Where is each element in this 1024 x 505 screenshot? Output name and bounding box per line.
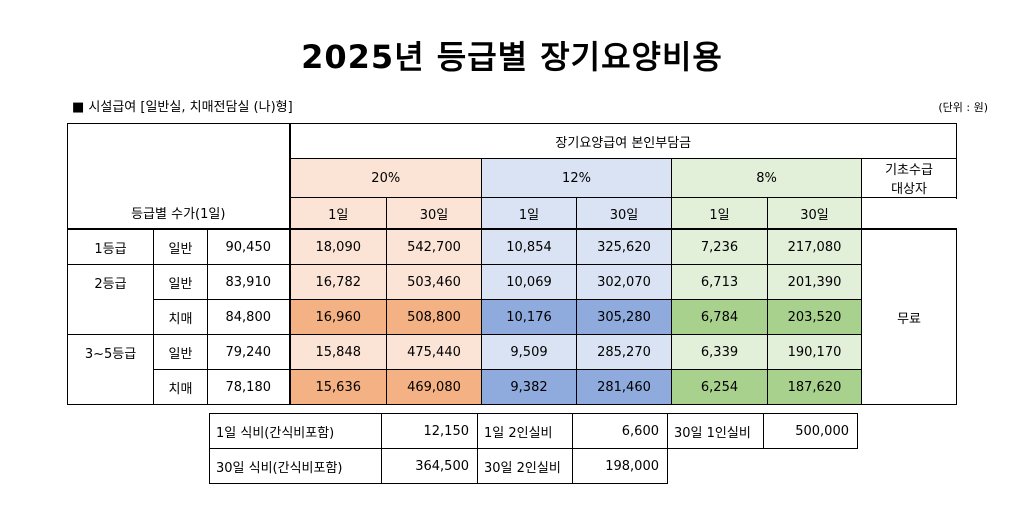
copay-20-30day: 475,440 (386, 334, 482, 370)
copay-8-1day: 6,784 (671, 299, 768, 335)
copay-8-1day: 6,713 (671, 264, 768, 300)
copay-20-30day: 508,800 (386, 299, 482, 335)
day30-header: 30일 (386, 197, 482, 230)
fee-cell: 83,910 (207, 264, 290, 300)
copay-8-30day: 201,390 (767, 264, 862, 300)
basic-recipient-header: 기초수급 대상자 (860, 158, 958, 198)
room2-1day-label: 1일 2인실비 (477, 413, 573, 449)
page-title: 2025년 등급별 장기요양비용 (301, 38, 723, 76)
copay-20-1day: 16,782 (288, 264, 387, 300)
day30-header: 30일 (767, 197, 862, 230)
copay-20-1day: 15,636 (288, 369, 387, 405)
copay-20-1day: 16,960 (288, 299, 387, 335)
meal-1day-label: 1일 식비(간식비포함) (209, 413, 382, 449)
type-cell: 일반 (153, 228, 208, 265)
rate-12-header: 12% (481, 158, 672, 198)
copay-20-30day: 542,700 (386, 228, 482, 265)
type-cell: 치매 (153, 299, 208, 335)
section-subtitle: ■ 시설급여 [일반실, 치매전담실 (나)형] (72, 100, 293, 115)
empty-cell (764, 449, 858, 484)
fee-cell: 78,180 (207, 369, 290, 405)
type-cell: 일반 (153, 264, 208, 300)
fee-cell: 84,800 (207, 299, 290, 335)
free-cell: 무료 (860, 228, 958, 405)
empty-cell (668, 449, 764, 484)
fee-cell: 90,450 (207, 228, 290, 265)
copay-20-30day: 503,460 (386, 264, 482, 300)
copay-8-30day: 217,080 (767, 228, 862, 265)
meal-30day-value: 364,500 (381, 448, 478, 484)
copay-12-30day: 302,070 (576, 264, 672, 300)
copay-12-1day: 9,382 (481, 369, 577, 405)
grade-cell: 2등급 (67, 264, 154, 300)
room2-30day-label: 30일 2인실비 (477, 448, 573, 484)
copay-8-30day: 187,620 (767, 369, 862, 405)
day1-header: 1일 (671, 197, 768, 230)
extra-costs-table: 1일 식비(간식비포함) 12,150 1일 2인실비 6,600 30일 1인… (209, 413, 858, 484)
grade-cell (67, 369, 154, 405)
copay-12-1day: 9,509 (481, 334, 577, 370)
room2-30day-value: 198,000 (572, 448, 668, 484)
copay-12-1day: 10,069 (481, 264, 577, 300)
copay-12-30day: 285,270 (576, 334, 672, 370)
copay-group-header: 장기요양급여 본인부담금 (288, 123, 958, 159)
room2-1day-value: 6,600 (572, 413, 668, 449)
copay-20-1day: 18,090 (288, 228, 387, 265)
type-cell: 치매 (153, 369, 208, 405)
grade-cell: 3~5등급 (67, 334, 154, 370)
room1-30day-value: 500,000 (763, 413, 858, 449)
copay-12-30day: 325,620 (576, 228, 672, 265)
cost-table: 장기요양급여 본인부담금 20% 12% 8% 기초수급 대상자 등급별 수가(… (67, 123, 958, 405)
meal-1day-value: 12,150 (381, 413, 478, 449)
day1-header: 1일 (288, 197, 387, 230)
room1-30day-label: 30일 1인실비 (667, 413, 764, 449)
meal-30day-label: 30일 식비(간식비포함) (209, 448, 382, 484)
copay-8-30day: 203,520 (767, 299, 862, 335)
grade-cell: 1등급 (67, 228, 154, 265)
copay-12-30day: 281,460 (576, 369, 672, 405)
unit-note: (단위 : 원) (938, 101, 988, 114)
fee-cell: 79,240 (207, 334, 290, 370)
copay-8-1day: 7,236 (671, 228, 768, 265)
copay-20-30day: 469,080 (386, 369, 482, 405)
type-cell: 일반 (153, 334, 208, 370)
day1-header: 1일 (481, 197, 577, 230)
day30-header: 30일 (576, 197, 672, 230)
copay-12-1day: 10,854 (481, 228, 577, 265)
copay-12-1day: 10,176 (481, 299, 577, 335)
copay-8-1day: 6,254 (671, 369, 768, 405)
corner-cell (67, 123, 290, 198)
rate-8-header: 8% (671, 158, 862, 198)
copay-20-1day: 15,848 (288, 334, 387, 370)
copay-12-30day: 305,280 (576, 299, 672, 335)
copay-8-1day: 6,339 (671, 334, 768, 370)
grade-cell (67, 299, 154, 335)
fee-header: 등급별 수가(1일) (67, 197, 290, 230)
copay-8-30day: 190,170 (767, 334, 862, 370)
rate-20-header: 20% (288, 158, 482, 198)
